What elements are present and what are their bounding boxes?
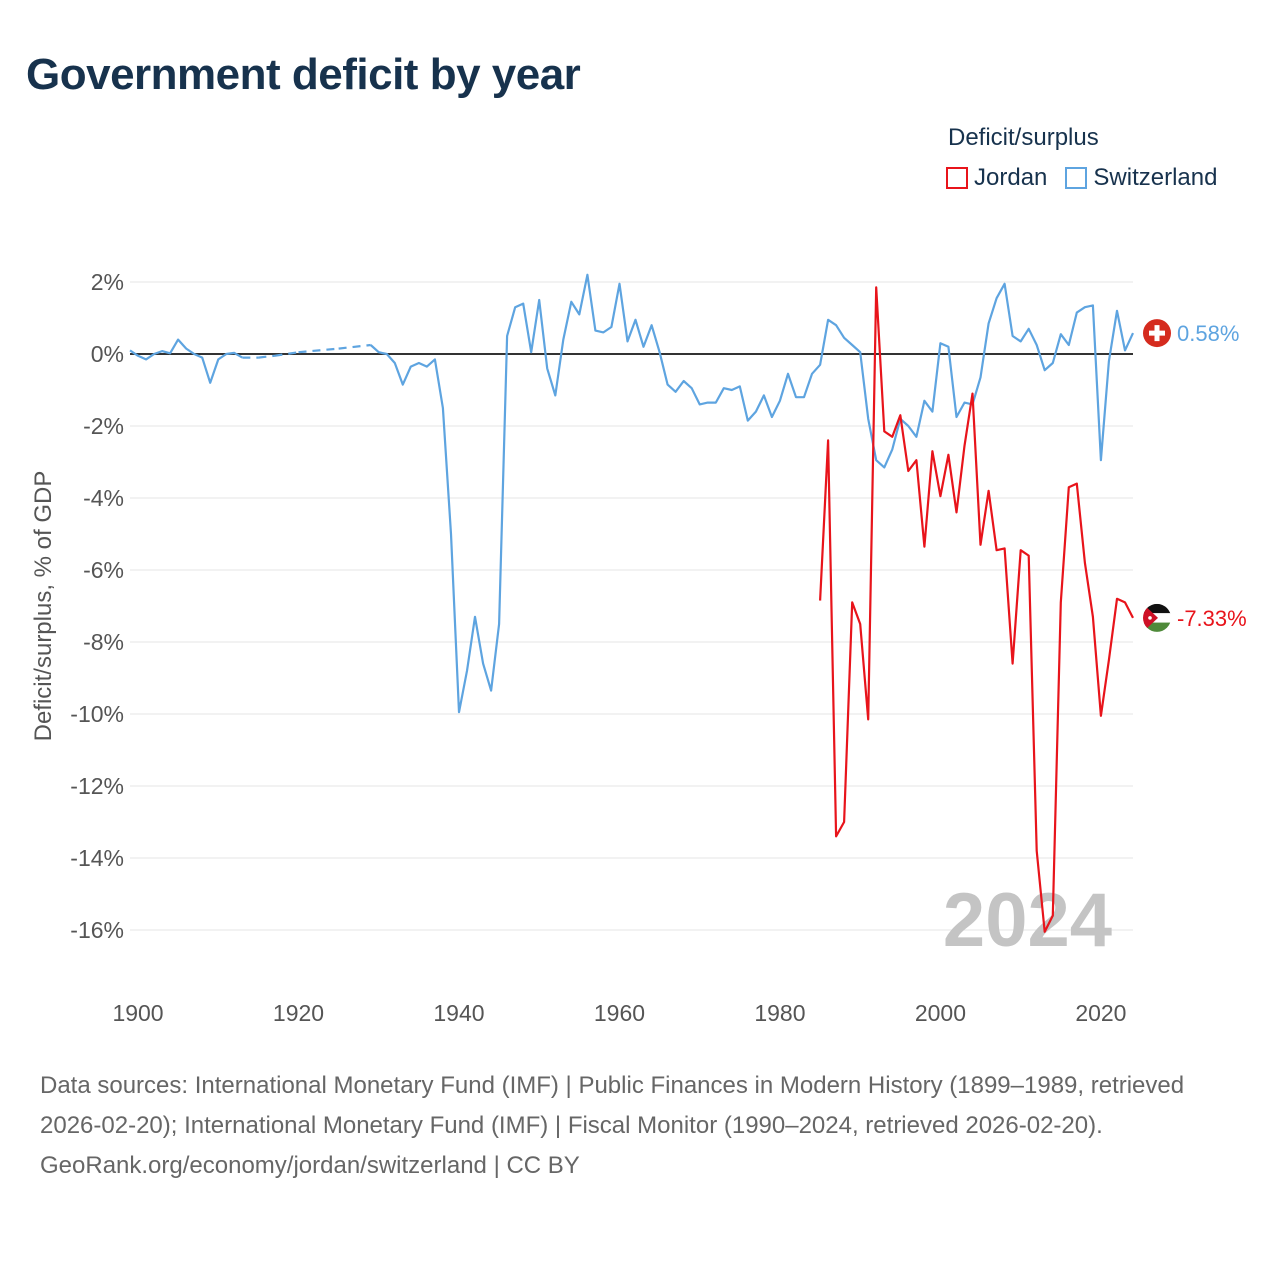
- legend-item-switzerland[interactable]: Switzerland: [1065, 164, 1217, 192]
- y-tick-label: 0%: [91, 341, 124, 367]
- series-gap-switzerland: [298, 347, 339, 354]
- x-tick-label: 1940: [433, 1000, 484, 1026]
- y-axis-ticks: 2% 0% -2% -4% -6% -8% -10% -12% -14% -16%: [70, 269, 124, 943]
- series-gap-switzerland: [338, 343, 371, 350]
- grid-lines: [130, 281, 1133, 931]
- end-label-switzerland: 0.58%: [1177, 321, 1239, 346]
- x-axis-ticks: 1900 1920 1940 1960 1980 2000 2020: [112, 1000, 1126, 1026]
- y-tick-label: -14%: [70, 845, 124, 871]
- page-title: Government deficit by year: [26, 50, 581, 99]
- legend-label-switzerland: Switzerland: [1093, 164, 1218, 191]
- x-tick-label: 1920: [273, 1000, 324, 1026]
- y-tick-label: -6%: [83, 557, 124, 583]
- data-sources: Data sources: International Monetary Fun…: [40, 1072, 1185, 1139]
- x-tick-label: 1900: [112, 1000, 163, 1026]
- y-axis-label: Deficit/surplus, % of GDP: [30, 471, 57, 742]
- end-label-jordan: -7.33%: [1177, 606, 1247, 631]
- x-tick-label: 1980: [754, 1000, 805, 1026]
- line-chart: 2024 2% 0% -2% -4% -6% -8% -10% -12% -14% -16% 19…: [30, 269, 1247, 1026]
- series-line-switzerland[interactable]: [369, 273, 1134, 714]
- footer: Data sources: International Monetary Fun…: [40, 1066, 1240, 1186]
- legend-title: Deficit/surplus: [948, 124, 1099, 151]
- legend: Jordan Switzerland: [946, 164, 1217, 192]
- flag-jordan-icon: [1143, 603, 1171, 632]
- legend-swatch-switzerland: [1065, 167, 1088, 189]
- end-markers: 0.58% -7.33%: [1143, 319, 1247, 632]
- x-tick-label: 2020: [1075, 1000, 1126, 1026]
- series-line-jordan[interactable]: [819, 286, 1134, 933]
- x-tick-label: 2000: [915, 1000, 966, 1026]
- y-tick-label: -12%: [70, 773, 124, 799]
- series-lines: [129, 273, 1134, 933]
- flag-switzerland-icon: [1143, 319, 1171, 348]
- series-gap-switzerland: [274, 351, 299, 357]
- y-tick-label: -8%: [83, 629, 124, 655]
- y-tick-label: -2%: [83, 413, 124, 439]
- y-tick-label: -10%: [70, 701, 124, 727]
- legend-swatch-jordan: [946, 167, 968, 189]
- y-tick-label: -16%: [70, 917, 124, 943]
- credit-link[interactable]: GeoRank.org/economy/jordan/switzerland |…: [40, 1152, 580, 1179]
- y-tick-label: -4%: [83, 485, 124, 511]
- series-gap-switzerland: [258, 354, 275, 359]
- y-tick-label: 2%: [91, 269, 124, 295]
- x-tick-label: 1960: [594, 1000, 645, 1026]
- legend-item-jordan[interactable]: Jordan: [946, 164, 1047, 192]
- series-line-switzerland[interactable]: [129, 338, 243, 384]
- year-watermark: 2024: [943, 878, 1112, 963]
- legend-label-jordan: Jordan: [974, 164, 1048, 191]
